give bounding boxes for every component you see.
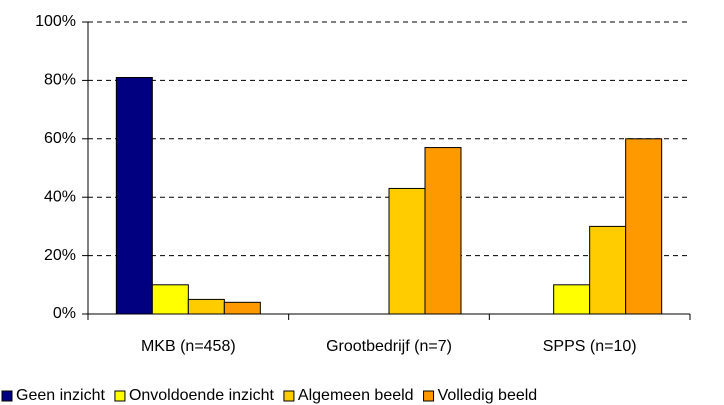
y-tick-label: 20% — [44, 247, 76, 264]
legend-swatch — [283, 390, 295, 402]
legend-label: Geen inzicht — [16, 387, 105, 404]
bar — [187, 298, 225, 315]
legend-swatch — [114, 390, 126, 402]
legend-label: Algemeen beeld — [298, 387, 414, 404]
x-tick-label: SPPS (n=10) — [543, 338, 637, 355]
legend-swatch — [1, 390, 13, 402]
bar — [388, 187, 426, 315]
bar — [223, 301, 261, 315]
bar — [589, 225, 627, 315]
y-tick-label: 100% — [35, 13, 76, 30]
legend-label: Onvoldoende inzicht — [129, 387, 275, 404]
y-tick-label: 60% — [44, 130, 76, 147]
bar — [553, 284, 591, 315]
y-tick-label: 40% — [44, 188, 76, 205]
x-tick-label: Grootbedrijf (n=7) — [326, 338, 452, 355]
bar — [424, 147, 462, 315]
x-tick-label: MKB (n=458) — [141, 338, 236, 355]
bar — [625, 138, 663, 315]
y-tick-label: 0% — [53, 305, 76, 322]
legend-swatch — [423, 390, 435, 402]
legend-label: Volledig beeld — [438, 387, 538, 404]
bar — [151, 284, 189, 315]
bar — [115, 76, 153, 315]
y-tick-label: 80% — [44, 72, 76, 89]
